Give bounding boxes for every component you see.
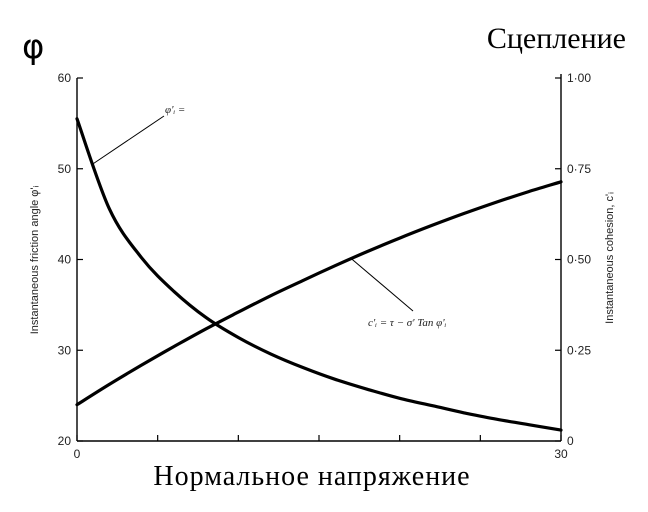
annotation-layer: φ'ᵢ = c'ᵢ = τ − σ' Tan φ'ᵢ [92, 104, 447, 329]
cohesion-line [75, 180, 563, 407]
right-tick-label: 0 [567, 434, 574, 448]
cohesion-leader-line [350, 258, 414, 312]
friction-annotation: φ'ᵢ = [165, 104, 185, 116]
friction-leader-line [92, 115, 165, 165]
left-axis: 20 30 40 50 60 [58, 71, 83, 448]
right-tick-label: 1·00 [567, 71, 591, 85]
friction-angle-line [75, 117, 563, 432]
left-tick-label: 40 [58, 253, 72, 267]
x-axis: 0 30 [74, 435, 568, 461]
right-tick-label: 0·50 [567, 253, 591, 267]
left-tick-label: 60 [58, 71, 72, 85]
right-axis-title: Instantaneous cohesion, c'ᵢ [604, 192, 616, 324]
x-tick-label: 0 [74, 447, 81, 461]
right-tick-label: 0·25 [567, 343, 591, 357]
left-tick-label: 20 [58, 434, 72, 448]
left-tick-label: 30 [58, 343, 72, 357]
series-layer [75, 117, 563, 432]
left-axis-title: Instantaneous friction angle φ'ᵢ [29, 185, 41, 334]
right-tick-label: 0·75 [567, 162, 591, 176]
cohesion-title: Сцепление [487, 22, 626, 55]
phi-symbol: φ [22, 27, 44, 67]
x-axis-title: Нормальное напряжение [153, 461, 470, 492]
cohesion-annotation: c'ᵢ = τ − σ' Tan φ'ᵢ [368, 317, 447, 329]
plot-frame [76, 74, 562, 442]
left-tick-label: 50 [58, 162, 72, 176]
right-axis: 0 0·25 0·50 0·75 1·00 [555, 71, 591, 448]
x-tick-label: 30 [554, 447, 568, 461]
